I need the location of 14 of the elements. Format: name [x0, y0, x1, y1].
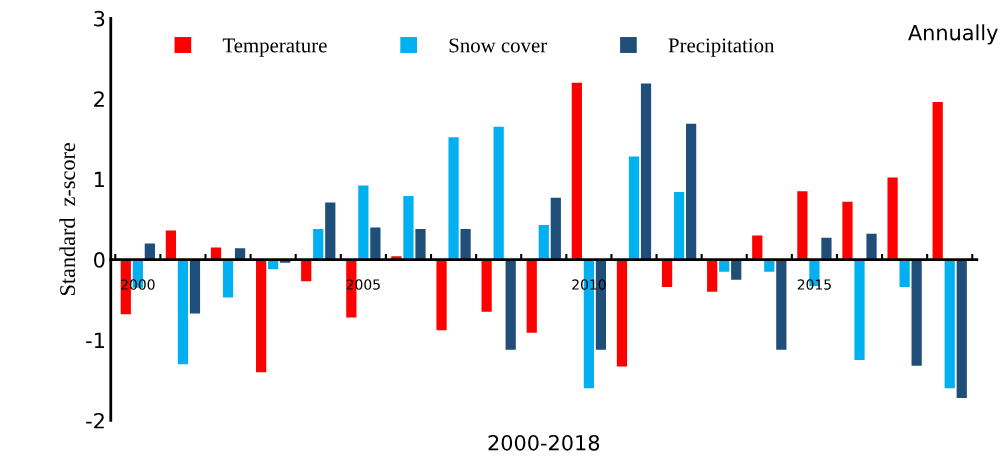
- annotation: Annually: [908, 24, 998, 45]
- y-tick-label: -2: [86, 412, 104, 429]
- y-tick-label: 1: [94, 171, 104, 188]
- y-tick-label: 2: [94, 91, 104, 107]
- y-tick-label: 0: [94, 252, 105, 268]
- y-axis-title: Standard z-score: [59, 143, 76, 295]
- y-tick-label: 3: [94, 10, 105, 27]
- x-tick-label: 2000: [121, 279, 155, 290]
- y-tick-label: -1: [86, 332, 104, 348]
- legend-label: Precipitation: [668, 38, 775, 57]
- x-axis-title: 2000-2018: [488, 434, 600, 451]
- legend-label: Temperature: [222, 38, 327, 57]
- x-tick-label: 2015: [797, 279, 831, 290]
- legend-label: Snow cover: [449, 38, 547, 53]
